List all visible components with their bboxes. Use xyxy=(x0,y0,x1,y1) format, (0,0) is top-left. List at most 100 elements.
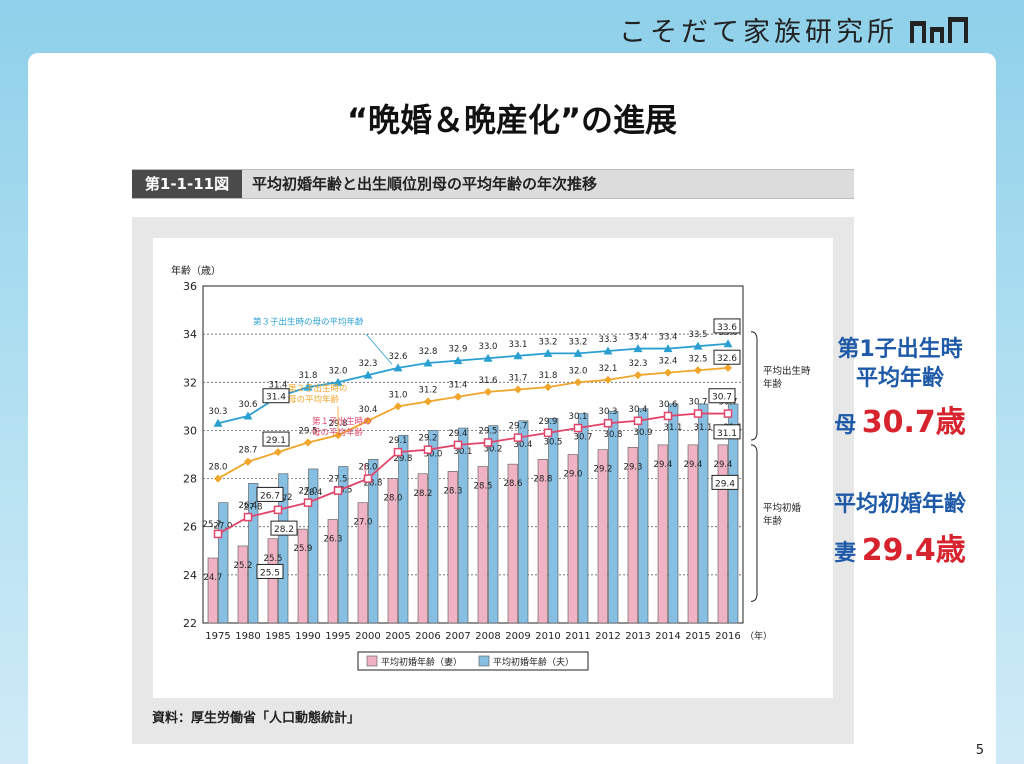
line-point-third-child xyxy=(723,339,733,348)
bar-wife xyxy=(207,557,218,624)
line-point-second-child xyxy=(334,431,342,440)
bar-wife xyxy=(237,545,248,624)
bar-husband-label: 28.4 xyxy=(304,488,323,498)
line-point-third-child xyxy=(603,346,613,355)
line-point-third-child xyxy=(513,351,523,360)
y-tick-label: 22 xyxy=(183,617,197,630)
mother-callout-prefix: 母 xyxy=(834,413,857,438)
slide: “晩婚＆晩産化”の進展 第1-1-11図 平均初婚年齢と出生順位別母の平均年齢の… xyxy=(28,53,996,764)
bar-wife xyxy=(507,463,518,624)
line-point-third-child xyxy=(483,353,493,362)
bar-husband xyxy=(668,403,679,624)
line-point-label: 33.1 xyxy=(509,340,528,350)
line-point-label: 25.7 xyxy=(203,520,222,530)
boxed-value-frame xyxy=(262,388,290,404)
chart-area: 22 24 26 28 30 32 34 36 年齢（歳） 1975 1980 1985 1990 199… xyxy=(153,238,833,698)
boxed-value: 29.4 xyxy=(715,479,735,489)
bar-husband xyxy=(638,408,649,624)
bar-wife xyxy=(387,478,398,624)
line-point-label: 32.0 xyxy=(569,366,588,376)
legend-entry: 平均初婚年齢（妻） xyxy=(381,656,462,668)
line-point-first-child xyxy=(483,438,493,447)
line-point-first-child xyxy=(573,423,583,433)
line-point-label: 31.8 xyxy=(299,371,318,381)
x-tick-label: 2013 xyxy=(625,631,650,642)
figure-label: 第1-1-11図 xyxy=(132,170,242,198)
bar-wife-label: 25.2 xyxy=(234,561,253,571)
bar-husband xyxy=(218,502,229,624)
y-tick-label: 28 xyxy=(183,473,197,486)
line-point-label: 33.5 xyxy=(689,330,708,340)
bar-wife-label: 29.2 xyxy=(594,465,613,475)
line-point-label: 32.9 xyxy=(449,345,468,355)
bar-wife xyxy=(597,449,608,624)
bracket-label: 平均出生時 xyxy=(763,365,811,377)
x-tick-label: 2014 xyxy=(655,631,680,642)
bar-wife xyxy=(267,538,278,624)
family-logo-icon xyxy=(910,17,968,43)
x-tick-label: 2016 xyxy=(715,631,740,642)
line-point-label: 32.3 xyxy=(359,359,378,369)
line-point-label: 32.4 xyxy=(659,357,678,367)
x-tick-label: 2008 xyxy=(475,631,500,642)
bar-wife-label: 28.0 xyxy=(384,494,403,504)
line-point-second-child xyxy=(454,392,462,401)
bar-husband xyxy=(308,468,319,624)
page-number: 5 xyxy=(975,743,984,758)
line-point-third-child xyxy=(303,382,313,391)
line-point-label: 29.4 xyxy=(449,429,468,439)
line-point-third-child xyxy=(213,418,223,427)
brand-name: こそだて家族研究所 xyxy=(619,16,898,48)
x-tick-label: 2000 xyxy=(355,631,380,642)
line-point-second-child xyxy=(394,402,402,411)
boxed-value-frame xyxy=(713,349,741,365)
mother-callout-heading-2: 平均年齢 xyxy=(855,366,944,391)
line-point-third-child xyxy=(333,377,343,386)
line-point-label: 30.1 xyxy=(569,412,588,422)
line-point-first-child xyxy=(603,418,613,428)
bar-husband-label: 30.9 xyxy=(634,428,653,438)
y-tick-label: 26 xyxy=(183,521,197,534)
line-point-third-child xyxy=(543,348,553,357)
x-tick-label: 1980 xyxy=(235,631,260,642)
line-point-first-child xyxy=(543,428,553,438)
bar-husband xyxy=(728,403,739,624)
bar-wife xyxy=(357,502,368,624)
series-annotation: 第１子出生時の xyxy=(312,416,372,427)
bar-husband-label: 30.8 xyxy=(604,430,623,440)
line-point-third-child xyxy=(573,348,583,357)
line-series-3 xyxy=(217,342,729,425)
line-point-label: 32.5 xyxy=(689,354,708,364)
x-tick-label: 1995 xyxy=(325,631,350,642)
line-point-label: 33.4 xyxy=(629,333,648,343)
bar-husband-label: 29.8 xyxy=(394,454,413,464)
bar-husband-label: 28.5 xyxy=(334,486,353,496)
series-annotation: 母の平均年齢 xyxy=(288,394,340,405)
line-point-label: 29.9 xyxy=(539,417,558,427)
legend-entry: 平均初婚年齢（夫） xyxy=(493,656,574,668)
bar-wife-label: 29.4 xyxy=(684,460,703,470)
bar-wife xyxy=(627,446,638,624)
bar-husband-label: 31.1 xyxy=(694,423,713,433)
x-tick-label: 2007 xyxy=(445,631,470,642)
line-point-first-child xyxy=(453,440,463,450)
line-point-second-child xyxy=(214,474,222,483)
y-tick-label: 32 xyxy=(183,376,197,389)
bar-husband xyxy=(488,425,499,624)
bar-wife xyxy=(297,528,308,624)
line-point-third-child xyxy=(633,344,643,353)
wife-callout-value: 29.4歳 xyxy=(861,533,966,568)
bar-husband xyxy=(428,430,439,624)
boxed-value-frame xyxy=(256,563,284,579)
figure-title: 平均初婚年齢と出生順位別母の平均年齢の年次推移 xyxy=(252,175,598,193)
mother-callout-value: 30.7歳 xyxy=(861,405,966,440)
bracket xyxy=(750,444,758,602)
line-point-second-child xyxy=(424,397,432,406)
bar-husband xyxy=(398,434,409,624)
bar-wife xyxy=(657,444,668,624)
bar-wife xyxy=(537,459,548,624)
bar-husband xyxy=(698,403,709,624)
line-point-label: 30.4 xyxy=(359,405,378,415)
line-point-label: 30.6 xyxy=(659,400,678,410)
bar-husband xyxy=(578,413,589,624)
